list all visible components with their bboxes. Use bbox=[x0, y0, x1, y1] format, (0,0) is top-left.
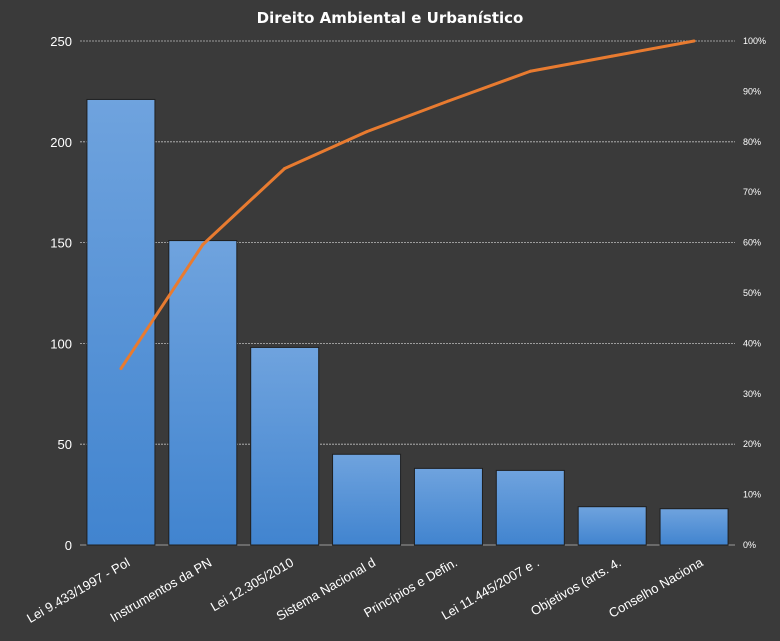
y-tick-label: 250 bbox=[50, 34, 72, 49]
bar bbox=[250, 346, 320, 546]
cumulative-line-group bbox=[119, 39, 696, 371]
bar bbox=[332, 453, 402, 546]
y2-tick-label: 80% bbox=[743, 137, 761, 147]
y2-tick-label: 60% bbox=[743, 238, 761, 248]
y2-tick-label: 70% bbox=[743, 187, 761, 197]
cumulative-point bbox=[201, 243, 205, 247]
chart-title: Direito Ambiental e Urbanístico bbox=[257, 9, 524, 27]
y2-tick-label: 90% bbox=[743, 86, 761, 96]
cumulative-line bbox=[119, 39, 695, 370]
cumulative-point bbox=[365, 130, 369, 134]
y-axis-right: 0% 10% 20% 30% 40% 50% 60% 70% 80% 90% 100% bbox=[743, 36, 766, 550]
y-tick-label: 0 bbox=[65, 538, 72, 553]
bar bbox=[495, 469, 565, 546]
y-tick-label: 150 bbox=[50, 236, 72, 251]
y-tick-label: 100 bbox=[50, 336, 72, 351]
bar bbox=[168, 240, 238, 546]
cumulative-point bbox=[610, 54, 614, 58]
cumulative-point bbox=[528, 69, 532, 73]
bar bbox=[86, 98, 156, 546]
y2-tick-label: 20% bbox=[743, 439, 761, 449]
cumulative-point bbox=[283, 167, 287, 171]
bars bbox=[86, 98, 729, 546]
y-tick-label: 200 bbox=[50, 135, 72, 150]
y2-tick-label: 40% bbox=[743, 338, 761, 348]
y2-tick-label: 10% bbox=[743, 490, 761, 500]
y2-tick-label: 0% bbox=[743, 540, 756, 550]
bar bbox=[577, 506, 647, 546]
y-tick-label: 50 bbox=[58, 437, 72, 452]
bar bbox=[413, 467, 483, 546]
y2-tick-label: 30% bbox=[743, 389, 761, 399]
cumulative-point bbox=[119, 367, 123, 371]
y2-tick-label: 100% bbox=[743, 36, 766, 46]
cumulative-point bbox=[446, 99, 450, 103]
y2-tick-label: 50% bbox=[743, 288, 761, 298]
bar bbox=[659, 508, 729, 546]
y-axis-left: 0 50 100 150 200 250 bbox=[50, 34, 72, 553]
cumulative-point bbox=[692, 39, 696, 43]
